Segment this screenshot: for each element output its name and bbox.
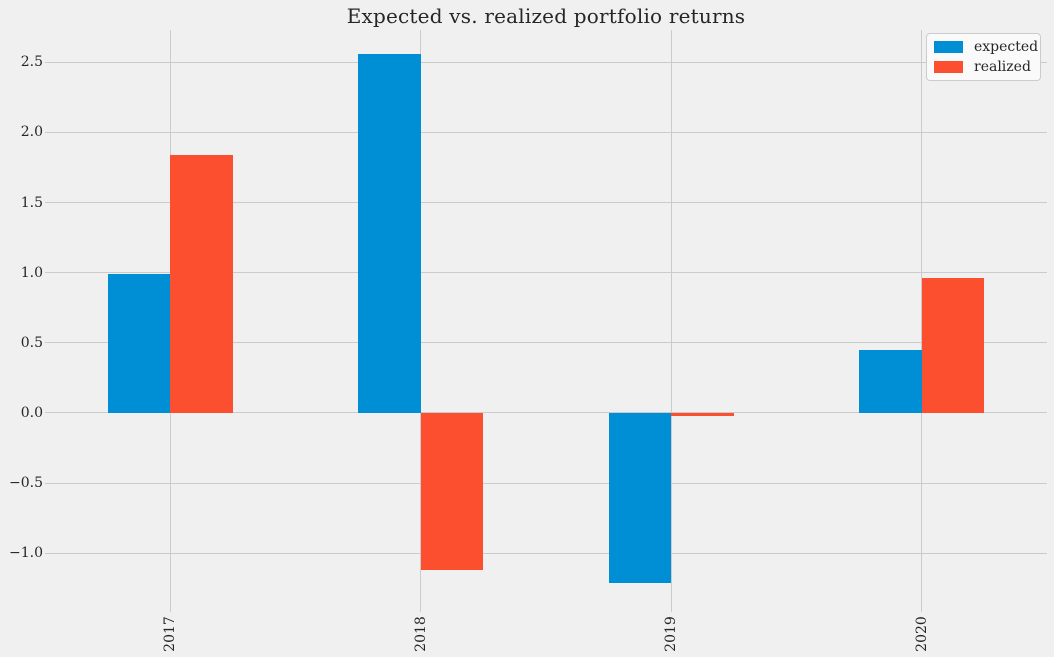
y-gridline [45, 552, 1047, 554]
legend-swatch-realized-icon [934, 60, 963, 73]
bar-realized-2017 [170, 154, 233, 413]
legend-entry-realized: realized [934, 59, 1033, 75]
bar-realized-2019 [671, 412, 734, 416]
x-tick-mark [670, 608, 672, 612]
legend-label-realized: realized [974, 58, 1031, 75]
x-tick-mark [169, 608, 171, 612]
bar-realized-2018 [420, 412, 484, 571]
x-tick-mark [921, 608, 923, 612]
legend-entry-expected: expected [934, 39, 1038, 55]
y-gridline [45, 61, 1047, 63]
y-gridline [45, 412, 1047, 414]
bar-expected-2020 [859, 349, 922, 413]
y-tick-label: 0.5 [20, 334, 43, 351]
y-tick-label: −1.0 [9, 545, 43, 562]
y-gridline [45, 342, 1047, 344]
bar-expected-2017 [107, 274, 171, 413]
y-gridline [45, 202, 1047, 204]
legend: expected realized [926, 33, 1041, 81]
y-gridline [45, 482, 1047, 484]
y-tick-label: 2.0 [20, 124, 43, 141]
bar-expected-2018 [358, 53, 421, 413]
legend-swatch-expected-icon [934, 41, 963, 54]
y-tick-label: 0.0 [20, 404, 43, 421]
y-tick-label: 1.5 [20, 194, 43, 211]
bar-expected-2019 [608, 412, 672, 583]
bar-realized-2020 [921, 278, 985, 413]
x-tick-label: 2018 [412, 616, 429, 652]
x-gridline [670, 30, 672, 608]
y-tick-label: −0.5 [9, 475, 43, 492]
x-tick-label: 2020 [913, 616, 930, 652]
x-tick-mark [420, 608, 422, 612]
legend-label-expected: expected [974, 39, 1039, 56]
y-tick-label: 1.0 [20, 264, 43, 281]
chart-title: Expected vs. realized portfolio returns [346, 4, 746, 28]
y-gridline [45, 272, 1047, 274]
y-gridline [45, 131, 1047, 133]
x-gridline [420, 30, 422, 608]
x-tick-label: 2017 [162, 616, 179, 652]
y-tick-label: 2.5 [20, 54, 43, 71]
x-tick-label: 2019 [663, 616, 680, 652]
